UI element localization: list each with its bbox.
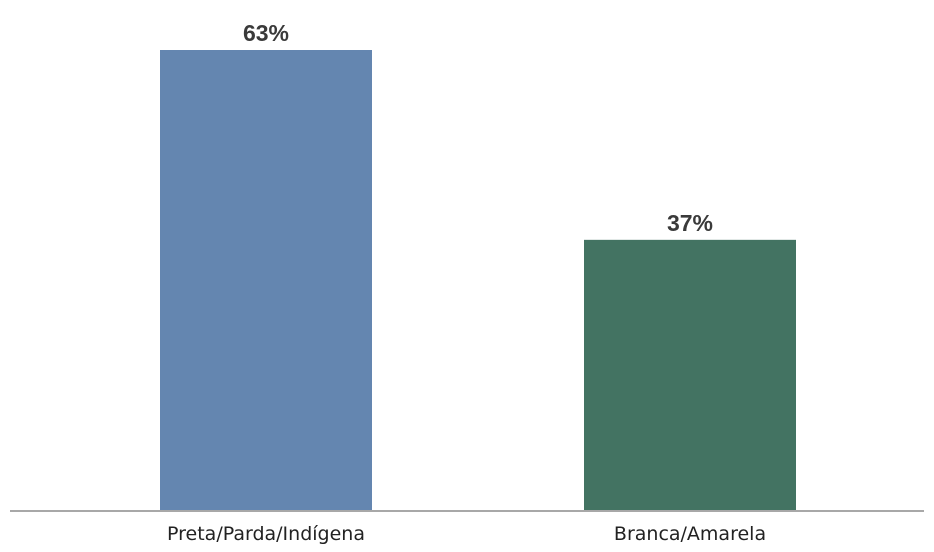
data-labels-group: 63% 37% [243, 20, 713, 236]
bars-group [160, 50, 796, 511]
bar-1 [160, 50, 372, 510]
bar-1-value-label: 63% [243, 20, 289, 46]
bar-2 [584, 239, 796, 511]
category-label-2: Branca/Amarela [614, 523, 766, 545]
bar-2-value-label: 37% [667, 210, 713, 236]
category-labels-group: Preta/Parda/Indígena Branca/Amarela [167, 523, 766, 545]
category-label-1: Preta/Parda/Indígena [167, 523, 365, 545]
